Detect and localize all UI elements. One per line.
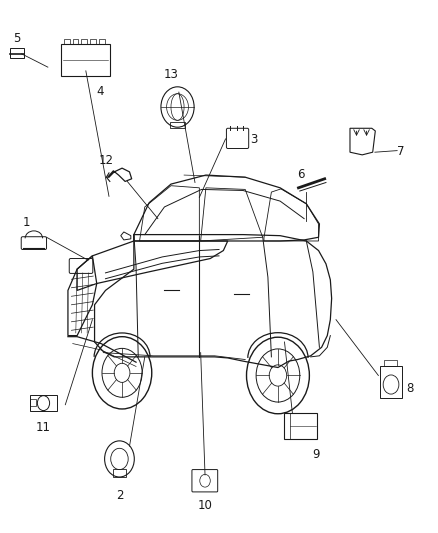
Text: 12: 12 <box>99 154 114 166</box>
Text: 11: 11 <box>36 421 51 434</box>
Bar <box>30 395 57 411</box>
Text: 10: 10 <box>198 499 212 512</box>
Text: 7: 7 <box>397 145 405 158</box>
Text: 8: 8 <box>407 382 414 395</box>
Bar <box>30 399 36 406</box>
Text: 9: 9 <box>312 448 320 461</box>
Bar <box>170 122 185 128</box>
Bar <box>73 39 78 44</box>
Text: 5: 5 <box>14 33 21 45</box>
Bar <box>61 44 110 76</box>
Bar <box>64 39 70 44</box>
Bar <box>11 48 24 58</box>
Bar <box>113 469 126 477</box>
Bar <box>81 39 87 44</box>
Bar <box>99 39 105 44</box>
Bar <box>90 39 96 44</box>
Text: 4: 4 <box>96 85 104 98</box>
Text: 1: 1 <box>23 216 31 229</box>
Bar <box>285 413 317 439</box>
Bar <box>384 360 397 367</box>
Text: 2: 2 <box>116 489 123 502</box>
Text: 3: 3 <box>251 133 258 147</box>
Text: 13: 13 <box>163 69 178 82</box>
Bar <box>380 367 403 398</box>
Text: 6: 6 <box>297 168 304 181</box>
